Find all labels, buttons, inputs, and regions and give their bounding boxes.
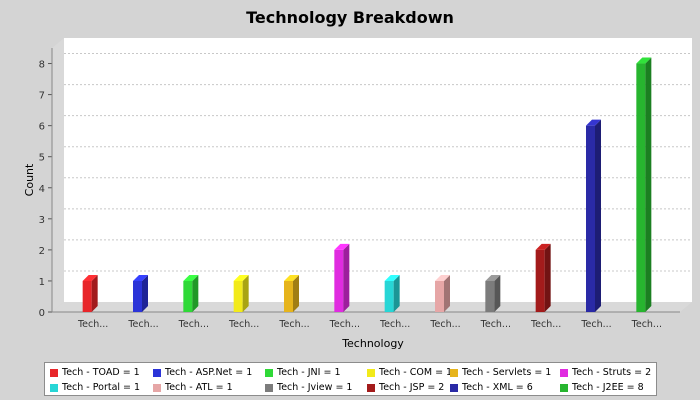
legend-swatch [265,369,273,377]
y-axis-label: Count [23,163,36,196]
legend-label: Tech - JSP = 2 [379,382,445,393]
x-tick-label: Tech... [631,319,662,330]
x-tick-label: Tech... [228,319,259,330]
bar [284,280,293,312]
x-tick-label: Tech... [580,319,611,330]
bar-top [183,274,199,281]
bar-top [586,119,601,126]
bar [384,280,394,312]
chart-title: Technology Breakdown [246,8,454,27]
bar-side [393,274,400,312]
bar [82,280,92,312]
y-tick-label: 8 [39,60,45,71]
bar [183,280,193,312]
bar-top [485,274,501,281]
bar-side [494,274,501,312]
bar-side [242,274,249,312]
x-tick-label: Tech... [178,319,209,330]
bar [233,280,243,312]
bar-side [293,274,299,312]
y-tick-label: 4 [39,184,45,195]
legend-swatch [560,369,568,377]
bar-side [645,57,652,312]
legend-swatch [367,384,375,392]
bar-side [544,243,551,312]
x-tick-label: Tech... [480,319,511,330]
bar-top [535,243,551,250]
legend-swatch [265,384,273,392]
y-tick-label: 7 [39,91,45,102]
x-tick-label: Tech... [77,319,108,330]
legend-swatch [50,369,58,377]
legend-swatch [50,384,58,392]
legend-label: Tech - Struts = 2 [572,367,652,378]
legend-swatch [367,369,375,377]
bar-top [284,274,299,281]
legend-label: Tech - Portal = 1 [62,382,141,393]
legend-swatch [153,384,161,392]
legend: Tech - TOAD = 1 Tech - ASP.Net = 1 Tech - … [44,362,657,396]
bar-side [444,274,450,312]
x-axis-label: Technology [341,337,404,350]
legend-label: Tech - ATL = 1 [165,382,233,393]
bar-side [343,243,350,312]
bar [636,63,646,312]
x-tick-label: Tech... [379,319,410,330]
bar [535,249,545,312]
legend-label: Tech - ASP.Net = 1 [165,367,253,378]
bar [334,249,344,312]
bar-top [334,243,350,250]
x-tick-label: Tech... [278,319,309,330]
x-tick-label: Tech... [429,319,460,330]
x-tick-label: Tech... [127,319,158,330]
bar-side [595,119,601,312]
bar [435,280,444,312]
legend-label: Tech - Servlets = 1 [462,367,552,378]
y-tick-label: 5 [39,153,45,164]
legend-swatch [450,369,458,377]
bar-side [142,274,148,312]
legend-label: Tech - TOAD = 1 [62,367,140,378]
x-tick-label: Tech... [329,319,360,330]
y-tick-label: 2 [39,246,45,257]
y-tick-label: 3 [39,215,45,226]
x-tick-label: Tech... [530,319,561,330]
legend-swatch [450,384,458,392]
bar-top [435,274,450,281]
legend-label: Tech - JNI = 1 [277,367,341,378]
bar [485,280,495,312]
bar-side [192,274,199,312]
floor-wall [52,302,692,312]
legend-swatch [560,384,568,392]
legend-label: Tech - J2EE = 8 [572,382,644,393]
bar-top [82,274,98,281]
side-wall [52,38,64,312]
bar-top [233,274,249,281]
legend-label: Tech - COM = 1 [379,367,453,378]
legend-label: Tech - Jview = 1 [277,382,353,393]
y-tick-label: 0 [39,308,45,319]
bar [586,125,595,312]
bar-top [133,274,148,281]
bar [133,280,142,312]
y-tick-label: 1 [39,277,45,288]
bar-top [636,57,652,64]
bar-side [91,274,98,312]
y-tick-label: 6 [39,122,45,133]
legend-swatch [153,369,161,377]
bar-top [384,274,400,281]
legend-label: Tech - XML = 6 [462,382,533,393]
